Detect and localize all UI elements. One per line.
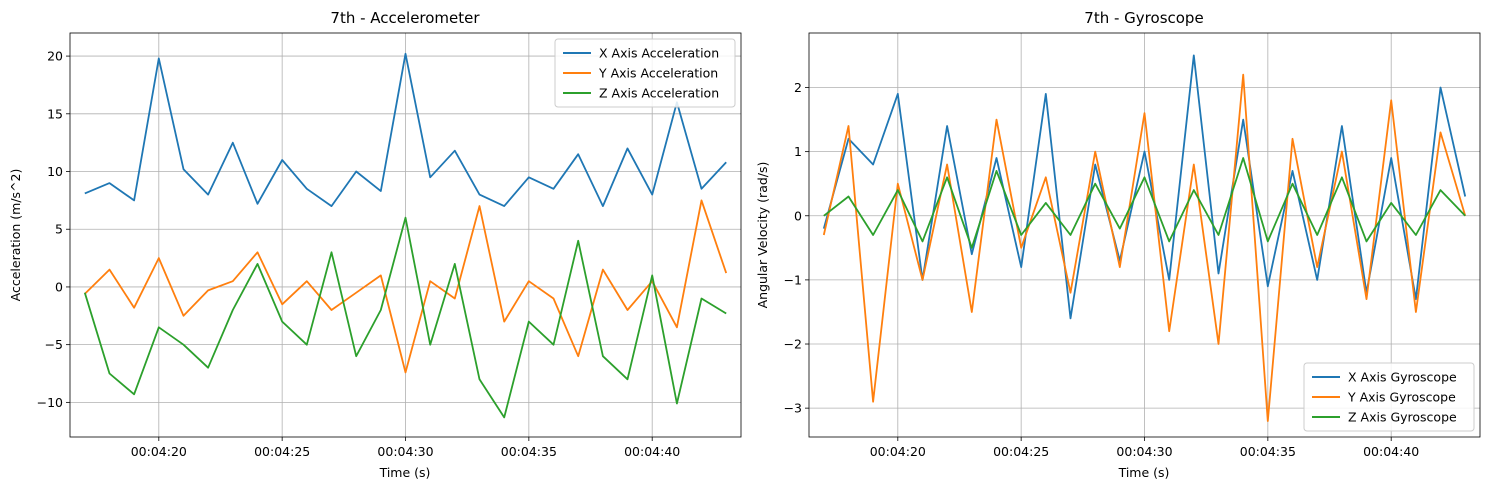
- series-line-3: [83, 216, 727, 419]
- y-tick-label: −2: [784, 337, 802, 352]
- series-line-3: [823, 157, 1466, 249]
- chart-title: 7th - Gyroscope: [1084, 9, 1203, 27]
- y-tick-label: −10: [37, 395, 63, 410]
- y-tick-label: 5: [55, 222, 63, 237]
- y-axis-label: Angular Velocity (rad/s): [755, 162, 770, 309]
- legend: X Axis Gyroscope Y Axis Gyroscope Z Axis G…: [1303, 362, 1475, 432]
- x-ticks: 00:04:20 00:04:25 00:04:30 00:04:35 00:04:40: [131, 437, 680, 459]
- series-line-2: [822, 73, 1467, 422]
- legend-label: Z Axis Gyroscope: [1348, 410, 1457, 425]
- legend-box: [554, 38, 736, 108]
- y-ticks: −3 −2 −1 0 1 2: [784, 80, 809, 416]
- y-tick-label: 15: [47, 106, 63, 121]
- x-tick-label: 00:04:20: [870, 444, 926, 459]
- x-axis-label: Time (s): [1118, 465, 1170, 480]
- series-line-1: [84, 52, 727, 208]
- y-tick-label: 2: [794, 80, 802, 95]
- series-line-2: [84, 199, 728, 374]
- y-tick-label: 0: [794, 208, 802, 223]
- x-tick-label: 00:04:35: [501, 444, 557, 459]
- legend-label: X Axis Acceleration: [599, 46, 719, 61]
- legend-label: Z Axis Acceleration: [599, 86, 719, 101]
- y-tick-label: −5: [45, 337, 63, 352]
- y-tick-label: 20: [47, 49, 63, 64]
- y-tick-label: −1: [784, 272, 802, 287]
- x-tick-label: 00:04:25: [993, 444, 1049, 459]
- series-lines: [83, 52, 728, 419]
- y-tick-label: −3: [784, 401, 802, 416]
- y-tick-label: 10: [47, 164, 63, 179]
- y-axis-label: Acceleration (m/s^2): [8, 169, 23, 302]
- legend-label: Y Axis Acceleration: [598, 66, 718, 81]
- series-line-1: [822, 54, 1467, 320]
- x-axis-label: Time (s): [379, 465, 431, 480]
- x-tick-label: 00:04:30: [1116, 444, 1172, 459]
- x-ticks: 00:04:20 00:04:25 00:04:30 00:04:35 00:04:40: [870, 437, 1419, 459]
- x-tick-label: 00:04:25: [254, 444, 310, 459]
- y-tick-label: 0: [55, 279, 63, 294]
- x-tick-label: 00:04:30: [377, 444, 433, 459]
- legend-label: X Axis Gyroscope: [1348, 370, 1457, 385]
- chart-title: 7th - Accelerometer: [330, 9, 480, 27]
- legend-box: [1303, 362, 1475, 432]
- x-tick-label: 00:04:20: [131, 444, 187, 459]
- x-tick-label: 00:04:35: [1240, 444, 1296, 459]
- gyroscope-chart: 7th - Gyroscope 00:04:20 00:04:25 00:04:30…: [755, 9, 1481, 480]
- x-tick-label: 00:04:40: [624, 444, 680, 459]
- y-ticks: −10 −5 0 5 10 15 20: [37, 49, 70, 410]
- y-tick-label: 1: [794, 144, 802, 159]
- legend: X Axis Acceleration Y Axis Acceleration Z …: [554, 38, 736, 108]
- legend-label: Y Axis Gyroscope: [1347, 390, 1456, 405]
- accelerometer-chart: 7th - Accelerometer 00:04:20 00:04:25 00:0…: [8, 9, 742, 480]
- series-lines: [822, 54, 1467, 422]
- x-tick-label: 00:04:40: [1363, 444, 1419, 459]
